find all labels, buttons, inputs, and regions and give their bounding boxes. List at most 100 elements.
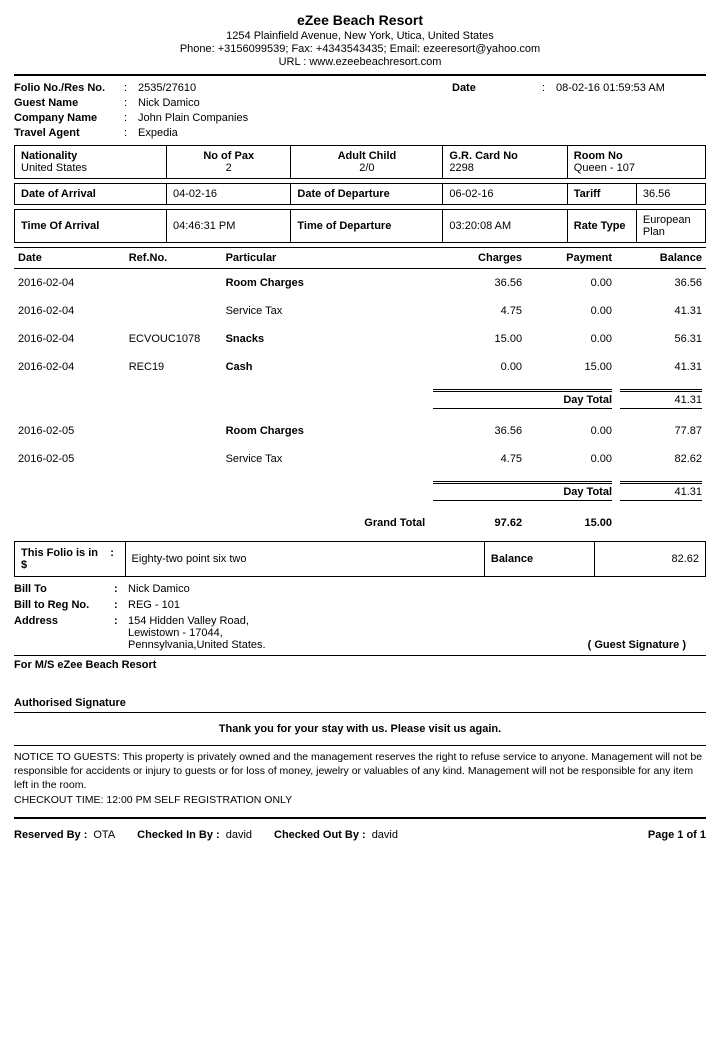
doa-value: 04-02-16 [167, 184, 291, 205]
cell-charges: 4.75 [429, 297, 526, 325]
guest-signature-label: ( Guest Signature ) [506, 639, 706, 651]
toa-value: 04:46:31 PM [167, 210, 291, 243]
addr-line3: Pennsylvania,United States. [128, 639, 506, 651]
colon: : [114, 615, 128, 627]
info-row-guest: Guest Name : Nick Damico [14, 97, 706, 109]
colon: : [124, 97, 138, 109]
cell-charges: 4.75 [429, 445, 526, 473]
checkout-text: CHECKOUT TIME: 12:00 PM SELF REGISTRATIO… [14, 794, 292, 806]
cell-payment: 0.00 [526, 445, 616, 473]
addr-label: Address [14, 615, 114, 627]
balance-label: Balance [484, 542, 595, 577]
divider [14, 817, 706, 819]
this-folio-label: This Folio is in [21, 547, 98, 559]
cell-payment: 0.00 [526, 417, 616, 445]
ledger-row: 2016-02-04Room Charges36.560.0036.56 [14, 269, 706, 298]
cell-particular: Room Charges [222, 417, 430, 445]
grand-total-charges: 97.62 [429, 509, 526, 537]
colon: : [124, 112, 138, 124]
resort-url: URL : www.ezeebeachresort.com [14, 56, 706, 68]
folio-label: Folio No./Res No. [14, 82, 124, 94]
grcard-label: G.R. Card No [449, 150, 560, 162]
guest-label: Guest Name [14, 97, 124, 109]
checked-in-by: Checked In By : david [137, 829, 252, 841]
dod-label: Date of Departure [291, 184, 443, 205]
col-balance: Balance [616, 248, 706, 269]
checkin-value: david [226, 829, 252, 841]
info-row-folio: Folio No./Res No. : 2535/27610 Date : 08… [14, 82, 706, 94]
billto-label: Bill To [14, 583, 114, 595]
checkin-label: Checked In By : [137, 829, 220, 841]
tod-value: 03:20:08 AM [443, 210, 567, 243]
company-label: Company Name [14, 112, 124, 124]
cell-ref: REC19 [125, 353, 222, 381]
ledger-row: 2016-02-04REC19Cash0.0015.0041.31 [14, 353, 706, 381]
reg-value: REG - 101 [128, 599, 706, 611]
colon: : [114, 583, 128, 595]
ledger-header-row: Date Ref.No. Particular Charges Payment … [14, 248, 706, 269]
cell-balance: 56.31 [616, 325, 706, 353]
cell-particular: Service Tax [222, 297, 430, 325]
ledger-table: Date Ref.No. Particular Charges Payment … [14, 247, 706, 537]
colon: : [114, 599, 128, 611]
cell-particular: Cash [222, 353, 430, 381]
colon: : [124, 127, 138, 139]
bill-address-row: Address : 154 Hidden Valley Road, Lewist… [14, 615, 706, 651]
colon: : [542, 82, 556, 94]
ledger-row: 2016-02-04Service Tax4.750.0041.31 [14, 297, 706, 325]
reserved-value: OTA [93, 829, 115, 841]
day-total-label: Day Total [563, 394, 612, 406]
cell-payment: 0.00 [526, 297, 616, 325]
date-label: Date [452, 82, 542, 94]
resort-line: For M/S eZee Beach Resort [14, 659, 706, 671]
cell-particular: Snacks [222, 325, 430, 353]
addr-line2: Lewistown - 17044, [128, 627, 506, 639]
amount-in-words: Eighty-two point six two [125, 542, 484, 577]
grand-total-row: Grand Total 97.62 15.00 [14, 509, 706, 537]
pax-label: No of Pax [173, 150, 284, 162]
col-charges: Charges [429, 248, 526, 269]
billto-value: Nick Damico [128, 583, 706, 595]
grid-arrival-dates: Date of Arrival 04-02-16 Date of Departu… [14, 183, 706, 205]
currency: $ [21, 559, 27, 571]
divider [14, 712, 706, 713]
notice-block: NOTICE TO GUESTS: This property is priva… [14, 750, 706, 807]
addr-line1: 154 Hidden Valley Road, [128, 615, 506, 627]
folio-value: 2535/27610 [138, 82, 452, 94]
day-total-value: 41.31 [674, 394, 702, 406]
resort-contact: Phone: +3156099539; Fax: +4343543435; Em… [14, 43, 706, 55]
tod-label: Time of Departure [291, 210, 443, 243]
cell-balance: 36.56 [616, 269, 706, 298]
divider [14, 745, 706, 746]
dod-value: 06-02-16 [443, 184, 567, 205]
toa-label: Time Of Arrival [15, 210, 167, 243]
cell-ref [125, 297, 222, 325]
bill-block: Bill To : Nick Damico Bill to Reg No. : … [14, 583, 706, 651]
cell-balance: 82.62 [616, 445, 706, 473]
nationality-label: Nationality [21, 150, 160, 162]
cell-balance: 77.87 [616, 417, 706, 445]
ledger-row: 2016-02-05Room Charges36.560.0077.87 [14, 417, 706, 445]
divider [14, 74, 706, 76]
agent-value: Expedia [138, 127, 706, 139]
grand-total-label: Grand Total [14, 509, 429, 537]
footer: Reserved By : OTA Checked In By : david … [14, 825, 706, 841]
notice-text: NOTICE TO GUESTS: This property is priva… [14, 751, 702, 791]
adultchild-label: Adult Child [297, 150, 436, 162]
date-value: 08-02-16 01:59:53 AM [556, 82, 706, 94]
resort-address: 1254 Plainfield Avenue, New York, Utica,… [14, 30, 706, 42]
reserved-by: Reserved By : OTA [14, 829, 115, 841]
info-row-company: Company Name : John Plain Companies [14, 112, 706, 124]
room-label: Room No [574, 150, 699, 162]
cell-date: 2016-02-04 [14, 297, 125, 325]
day-total-row: Day Total 41.31 [14, 381, 706, 417]
cell-payment: 0.00 [526, 269, 616, 298]
colon: : [124, 82, 138, 94]
rate-value: European Plan [636, 210, 705, 243]
cell-charges: 15.00 [429, 325, 526, 353]
cell-date: 2016-02-04 [14, 353, 125, 381]
cell-ref [125, 269, 222, 298]
bill-reg-row: Bill to Reg No. : REG - 101 [14, 599, 706, 611]
cell-charges: 0.00 [429, 353, 526, 381]
cell-charges: 36.56 [429, 417, 526, 445]
